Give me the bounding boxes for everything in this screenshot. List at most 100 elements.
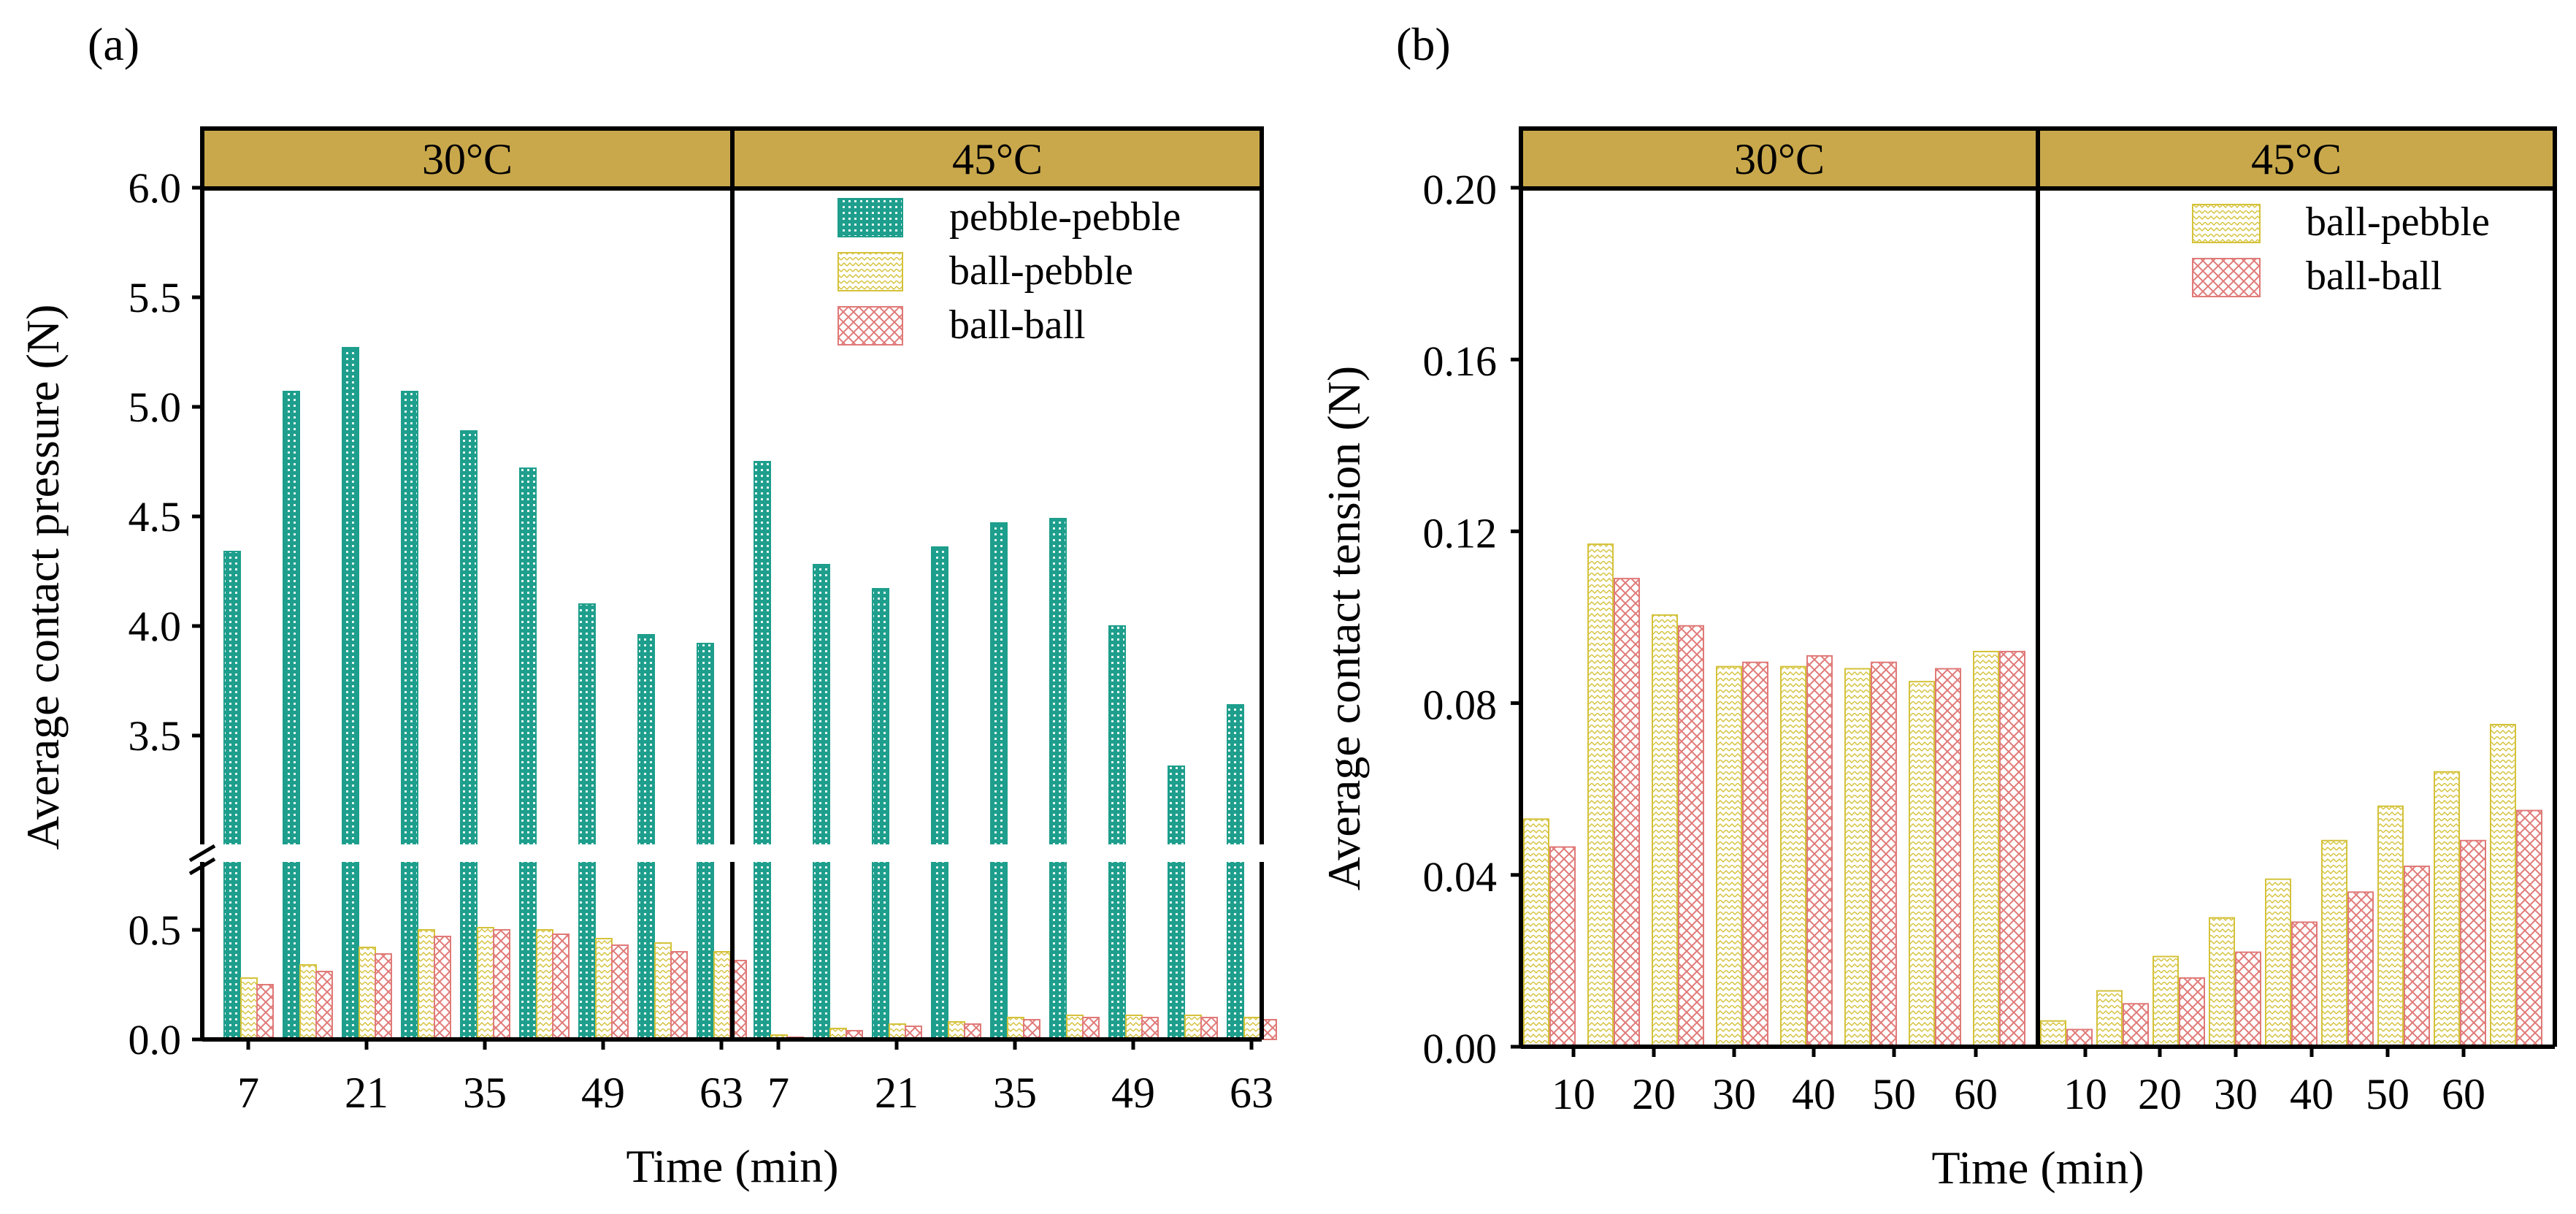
- legend-item-ball-ball-b: ball-ball: [2192, 253, 2442, 299]
- bar-a-45-C-ball-pebble-56: [1184, 1015, 1202, 1040]
- bar-b-45-C-ball-ball-0: [2066, 1028, 2093, 1047]
- x-tick-label-a: 7: [237, 1069, 259, 1117]
- bar-b-45-C-ball-pebble-0: [2040, 1020, 2066, 1047]
- facet-label-b-45: 45°C: [2251, 135, 2342, 183]
- facet-label-a-30: 30°C: [422, 135, 513, 183]
- y-tick-label-a: 0.5: [129, 906, 182, 954]
- bar-a-30-C-ball-pebble-21: [359, 947, 376, 1040]
- bar-b-30-C-ball-ball-3: [1742, 661, 1768, 1047]
- bar-b-45-C-ball-pebble-6: [2377, 805, 2404, 1047]
- plot-frame-b: [1519, 188, 2557, 1049]
- bar-a-45-C-ball-pebble-28: [948, 1021, 965, 1040]
- bar-b-45-C-ball-pebble-8: [2490, 724, 2516, 1047]
- bar-b-30-C-ball-ball-6: [1935, 668, 1961, 1047]
- bar-a-30-C-ball-pebble-7: [240, 977, 258, 1040]
- bar-b-45-C-ball-pebble-2: [2153, 955, 2179, 1048]
- y-tick-label-b: 0.12: [1423, 509, 1498, 557]
- y-ticks-a: 3.5 4.0 4.5 5.0 5.5 6.0 0.0 0.5: [129, 164, 202, 1064]
- panel-a-label: (a): [88, 18, 139, 70]
- bars-a: [223, 347, 1277, 1040]
- bar-a-30-C-ball-pebble-42: [536, 929, 553, 1040]
- x-tick-label-b: 20: [1632, 1070, 1676, 1118]
- legend-swatch-ball-pebble: [837, 252, 903, 291]
- facet-strip-b-30: [1519, 126, 2040, 191]
- bar-b-45-C-ball-ball-6: [2404, 866, 2430, 1048]
- x-tick-label-b: 10: [1552, 1070, 1595, 1118]
- bar-b-45-C-ball-pebble-5: [2321, 839, 2347, 1047]
- legend-item-pebble-pebble: pebble-pebble: [837, 194, 1181, 240]
- bar-b-45-C-ball-ball-1: [2123, 1003, 2149, 1047]
- bar-b-30-C-ball-pebble-0: [1523, 818, 1549, 1047]
- bar-a-30-C-ball-ball-28: [434, 936, 451, 1040]
- panel-b-label: (b): [1396, 18, 1451, 70]
- bar-a-45-C-ball-ball-56: [1200, 1017, 1218, 1040]
- bar-a-30-C-pebble-pebble-14: [283, 391, 300, 1040]
- bar-b-30-C-ball-pebble-7: [1973, 651, 1999, 1047]
- bar-b-45-C-ball-ball-3: [2235, 951, 2261, 1048]
- bar-b-30-C-ball-pebble-4: [1780, 665, 1806, 1047]
- bar-a-45-C-ball-ball-42: [1082, 1017, 1100, 1040]
- legend-label-ball-pebble: ball-pebble: [949, 248, 1133, 294]
- y-tick-label-a: 3.5: [129, 712, 182, 760]
- bar-b-45-C-ball-pebble-7: [2434, 771, 2460, 1048]
- bar-a-30-C-pebble-pebble-63: [697, 643, 714, 1040]
- x-tick-label-b: 50: [1872, 1070, 1916, 1118]
- bar-b-30-C-ball-ball-0: [1549, 846, 1576, 1047]
- bar-a-45-C-ball-ball-28: [964, 1023, 981, 1040]
- x-axis-label-a: Time (min): [626, 1140, 839, 1192]
- bar-a-30-C-ball-pebble-56: [654, 942, 672, 1040]
- x-tick-label-a: 21: [875, 1069, 919, 1117]
- legend-swatch-ball-ball: [837, 306, 903, 346]
- legend-item-ball-pebble-b: ball-pebble: [2192, 199, 2490, 245]
- facet-strip-b-45: [2036, 126, 2557, 191]
- y-tick-label-b: 0.04: [1423, 853, 1498, 901]
- bar-a-30-C-ball-ball-35: [493, 929, 510, 1040]
- legend-label-ball-pebble-b: ball-pebble: [2306, 199, 2490, 245]
- y-tick-label-a: 5.5: [129, 274, 182, 321]
- bar-b-45-C-ball-pebble-3: [2209, 917, 2235, 1047]
- x-tick-label-b: 40: [2290, 1070, 2334, 1118]
- y-tick-label-a: 4.5: [129, 493, 182, 541]
- bar-a-45-C-pebble-pebble-56: [1168, 766, 1185, 1040]
- bar-a-45-C-pebble-pebble-42: [1049, 518, 1067, 1040]
- legend-b: ball-pebble ball-ball: [2192, 199, 2490, 299]
- bars-b: [1523, 543, 2542, 1048]
- x-tick-label-a: 63: [1230, 1069, 1273, 1117]
- bar-b-45-C-ball-ball-4: [2291, 921, 2318, 1047]
- bar-b-30-C-ball-ball-4: [1806, 654, 1833, 1047]
- y-axis-label-a: Average contact pressure (N): [17, 305, 69, 850]
- x-tick-label-b: 40: [1792, 1070, 1836, 1118]
- bar-a-30-C-ball-ball-42: [552, 934, 570, 1040]
- x-tick-label-b: 30: [1712, 1070, 1756, 1118]
- x-tick-label-a: 35: [463, 1069, 507, 1117]
- bar-a-30-C-pebble-pebble-7: [223, 551, 241, 1040]
- panel-b: 30°C 45°C 0.00 0.04 0.08 0.12 0.16 0.20 10 20 3…: [1318, 126, 2557, 1194]
- x-ticks-b: 10 20 30 40 50 60 10 20 30 40 50 60: [1552, 1047, 2485, 1118]
- bar-a-45-C-ball-pebble-63: [1243, 1017, 1261, 1040]
- legend-a: pebble-pebble ball-pebble ball-ball: [837, 194, 1181, 348]
- bar-a-30-C-pebble-pebble-21: [342, 347, 359, 1040]
- bar-b-30-C-ball-pebble-2: [1652, 614, 1678, 1047]
- x-tick-label-b: 50: [2366, 1070, 2410, 1118]
- bar-a-30-C-ball-pebble-14: [299, 964, 317, 1040]
- facet-strip-a-45: [730, 126, 1264, 191]
- bar-b-45-C-ball-pebble-4: [2265, 878, 2291, 1048]
- x-tick-label-b: 20: [2138, 1070, 2182, 1118]
- legend-label-ball-ball-b: ball-ball: [2306, 253, 2442, 299]
- bar-a-30-C-ball-ball-14: [315, 971, 333, 1040]
- bar-b-30-C-ball-ball-2: [1678, 625, 1704, 1047]
- x-tick-label-b: 10: [2063, 1070, 2107, 1118]
- bar-a-45-C-pebble-pebble-28: [931, 546, 948, 1040]
- y-tick-label-a: 5.0: [129, 383, 182, 431]
- plot-frame-a: [200, 188, 1264, 1042]
- y-tick-label-b: 0.20: [1423, 166, 1498, 213]
- bar-a-30-C-pebble-pebble-49: [578, 603, 596, 1040]
- bar-a-45-C-pebble-pebble-63: [1227, 704, 1244, 1040]
- bar-a-45-C-ball-ball-35: [1023, 1019, 1040, 1040]
- bar-a-45-C-ball-pebble-35: [1007, 1017, 1024, 1040]
- bar-b-30-C-ball-ball-1: [1614, 578, 1640, 1047]
- bar-a-45-C-ball-pebble-21: [889, 1023, 906, 1040]
- legend-item-ball-pebble: ball-pebble: [837, 248, 1133, 294]
- legend-item-ball-ball: ball-ball: [837, 302, 1086, 348]
